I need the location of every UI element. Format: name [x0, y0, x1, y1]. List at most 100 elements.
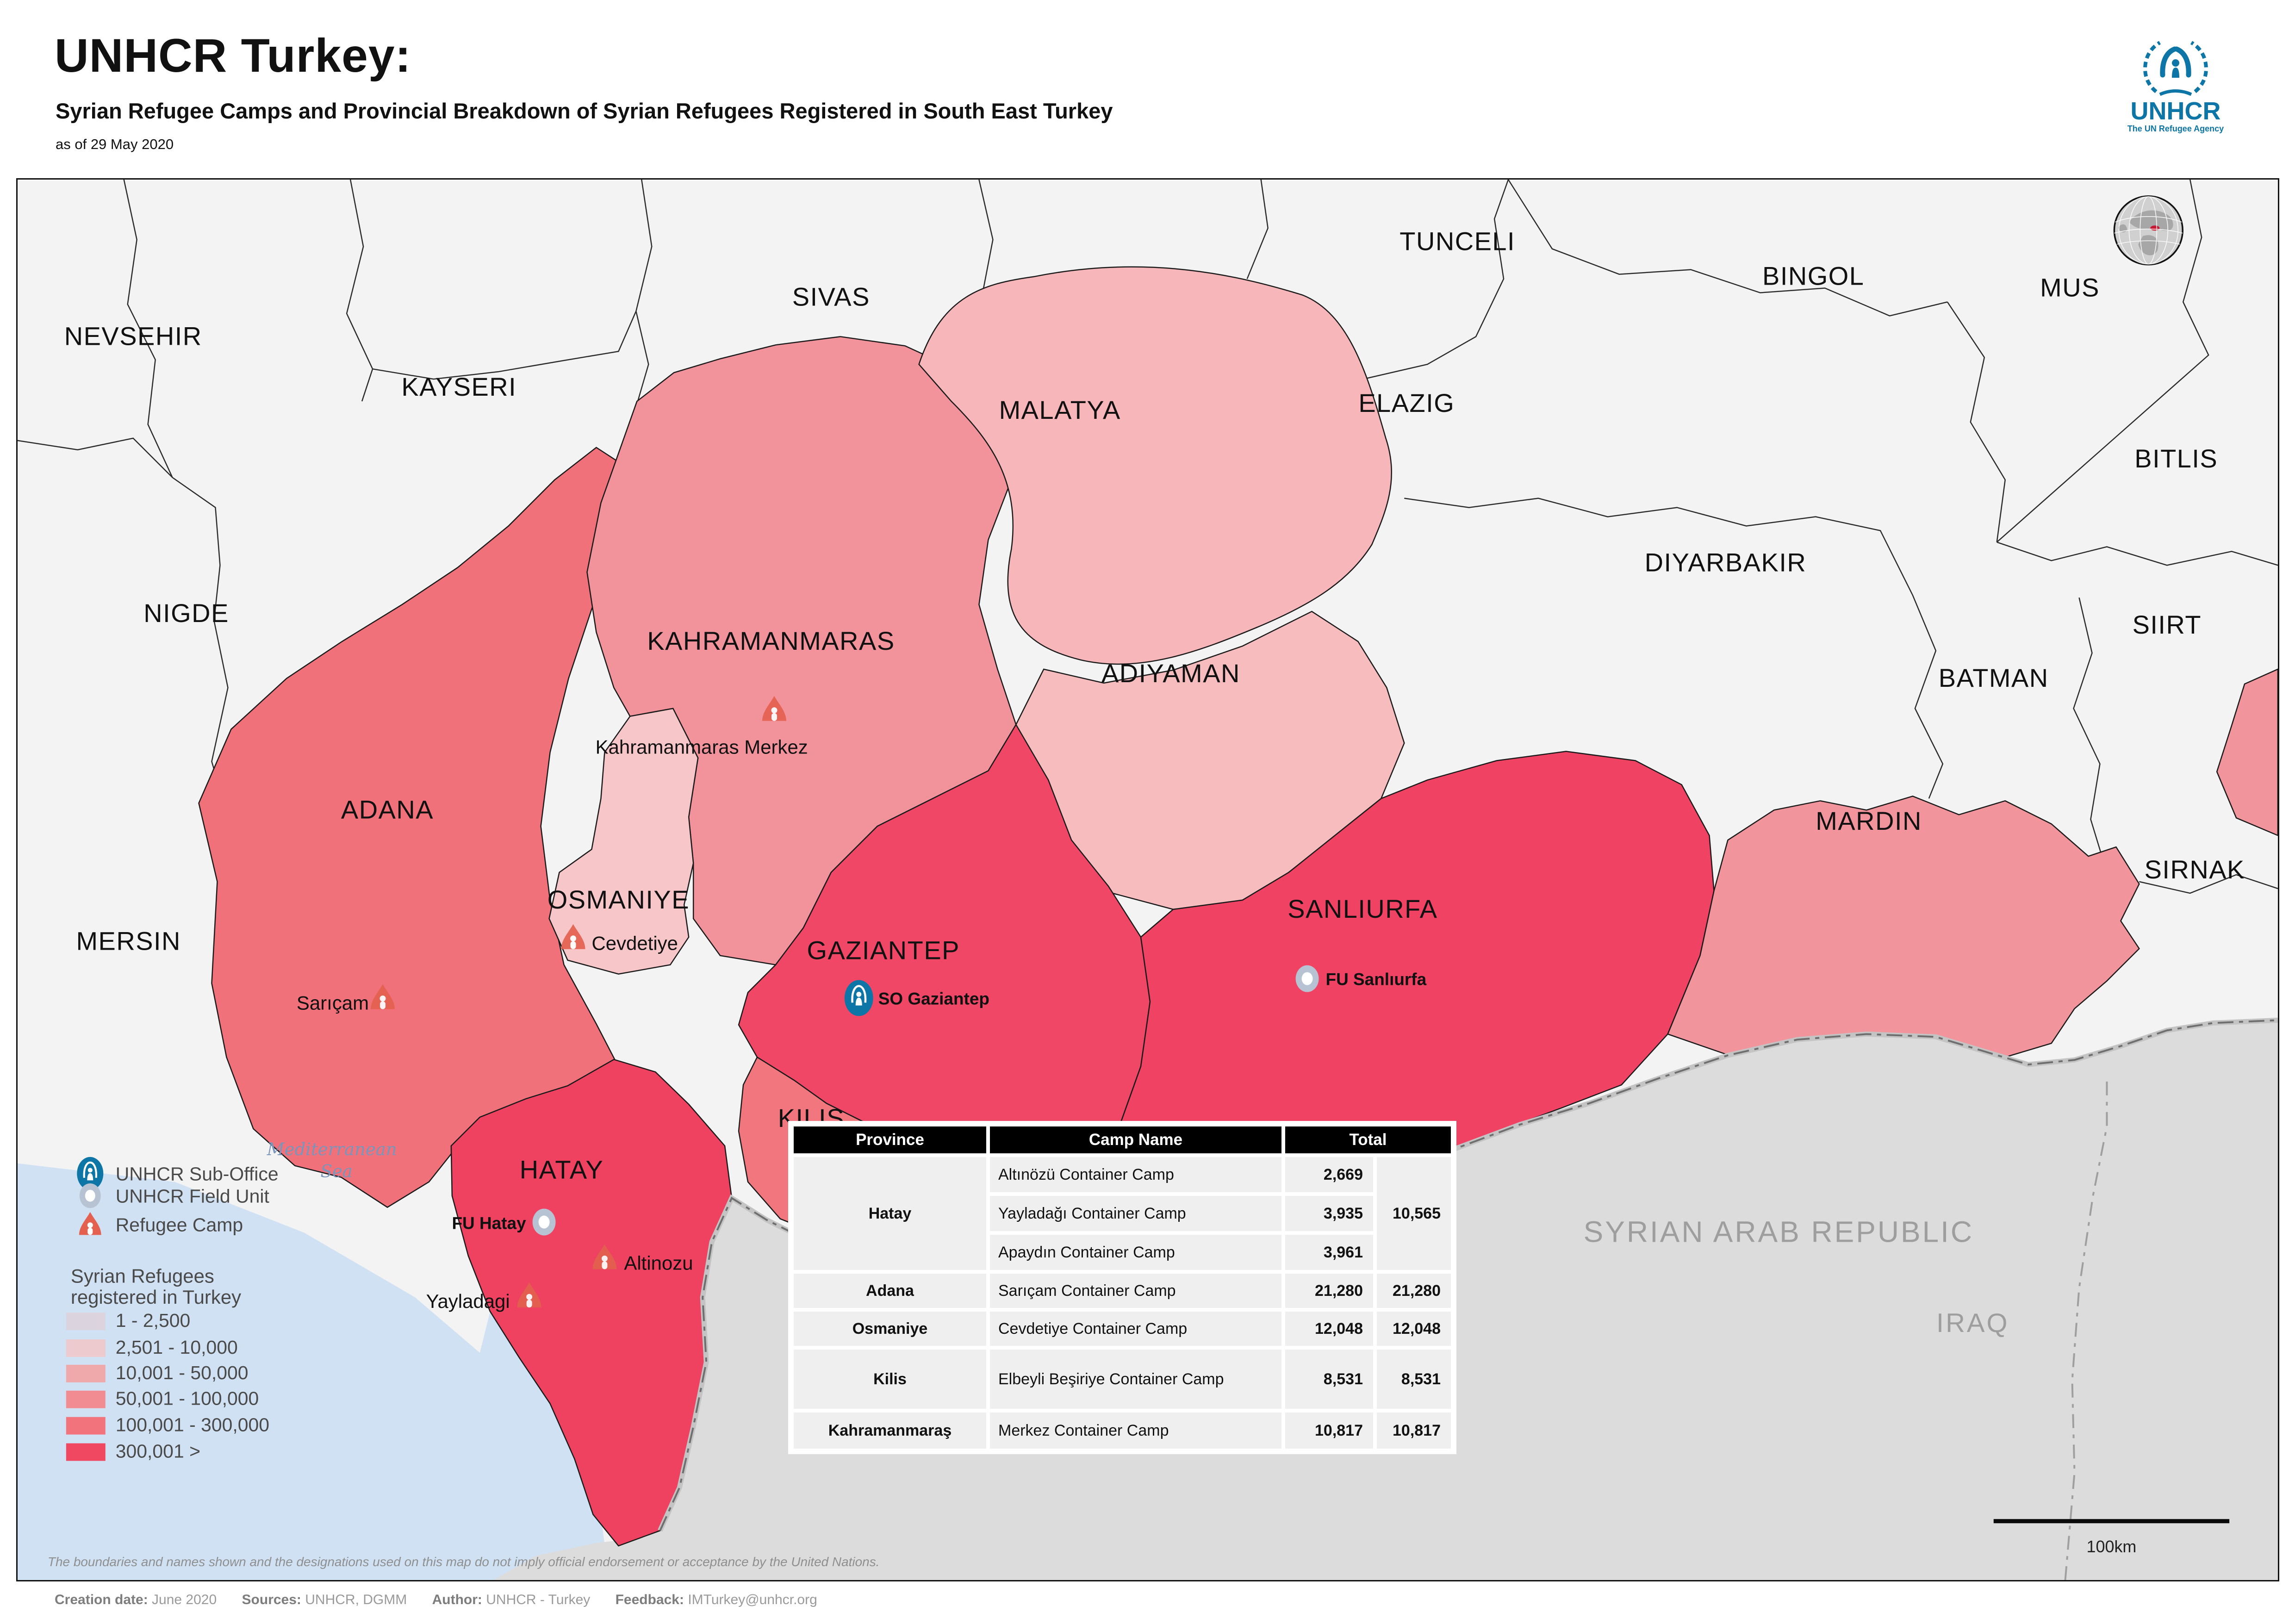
footer-sources-value: UNHCR, DGMM	[305, 1592, 407, 1607]
footer-feedback-label: Feedback:	[615, 1592, 684, 1607]
label-elazig: ELAZIG	[1358, 388, 1455, 417]
legend-field-unit-icon	[79, 1183, 101, 1208]
footer-author-value: UNHCR - Turkey	[486, 1592, 591, 1607]
date-note: as of 29 May 2020	[56, 136, 174, 152]
label-adana: ADANA	[341, 795, 434, 824]
province-shape-hatay	[450, 1058, 733, 1547]
label-syria: SYRIAN ARAB REPUBLIC	[1584, 1215, 1974, 1248]
footer-author-label: Author:	[432, 1592, 482, 1607]
province-shape-east-patch	[2216, 668, 2278, 836]
table-cell-total-adana: 21,280	[1377, 1274, 1451, 1308]
office-label-fu-sanliurfa: FU Sanlıurfa	[1326, 970, 1427, 989]
camp-label-cevdetiye: Cevdetiye	[591, 933, 678, 954]
table-cell-province-adana: Adana	[794, 1274, 986, 1308]
table-header-total: Total	[1285, 1126, 1451, 1153]
label-adiyaman: ADIYAMAN	[1101, 659, 1240, 688]
label-nigde: NIGDE	[143, 598, 229, 628]
legend-class3-label: 10,001 - 50,000	[116, 1362, 249, 1383]
legend-class6-label: 300,001 >	[116, 1441, 200, 1462]
footer: Creation date: June 2020 Sources: UNHCR,…	[55, 1592, 839, 1608]
legend-swatch-class3	[66, 1364, 106, 1382]
table-cell-value-cevdetiye: 12,048	[1285, 1312, 1373, 1346]
field-unit-icon-hatay	[532, 1208, 556, 1236]
table-cell-total-kahramanmaras: 10,817	[1377, 1412, 1451, 1449]
legend-swatch-class6	[66, 1443, 106, 1461]
legend-class4-label: 50,001 - 100,000	[116, 1388, 259, 1409]
table-cell-value-saricam: 21,280	[1285, 1274, 1373, 1308]
table-header-camp-name: Camp Name	[990, 1126, 1281, 1153]
page-subtitle: Syrian Refugee Camps and Provincial Brea…	[56, 99, 1113, 123]
province-shape-adana	[198, 447, 634, 1208]
legend-class1-label: 1 - 2,500	[116, 1310, 191, 1331]
office-markers: SO Gaziantep FU Sanlıurfa FU Hatay	[452, 965, 1427, 1236]
scale-label: 100km	[2086, 1537, 2136, 1556]
table-cell-camp-altinozu: Altınözü Container Camp	[990, 1157, 1281, 1192]
legend-swatch-class2	[66, 1339, 106, 1357]
table-cell-camp-apaydin: Apaydın Container Camp	[990, 1235, 1281, 1270]
legend-title-line1: Syrian Refugees	[71, 1265, 214, 1287]
camp-label-altinozu: Altinozu	[624, 1252, 693, 1274]
label-kahramanmaras: KAHRAMANMARAS	[647, 626, 895, 655]
label-bingol: BINGOL	[1762, 261, 1864, 291]
legend-title-line2: registered in Turkey	[71, 1286, 241, 1308]
globe-inset-icon	[2113, 195, 2184, 266]
page-title: UNHCR Turkey:	[55, 29, 411, 82]
label-mus: MUS	[2040, 273, 2100, 302]
label-diyarbakir: DIYARBAKIR	[1645, 548, 1807, 577]
scale-bar: 100km	[1993, 1519, 2230, 1556]
label-batman: BATMAN	[1939, 663, 2049, 692]
table-cell-total-hatay: 10,565	[1377, 1157, 1451, 1270]
legend-swatch-class1	[66, 1313, 106, 1331]
label-iraq: IRAQ	[1936, 1308, 2009, 1338]
table-cell-total-kilis: 8,531	[1377, 1350, 1451, 1409]
label-sivas: SIVAS	[792, 282, 870, 311]
province-shape-malatya	[918, 266, 1392, 665]
table-cell-value-altinozu: 2,669	[1285, 1157, 1373, 1192]
label-tunceli: TUNCELI	[1399, 227, 1515, 256]
label-gaziantep: GAZIANTEP	[807, 936, 959, 965]
table-cell-camp-cevdetiye: Cevdetiye Container Camp	[990, 1312, 1281, 1346]
label-osmaniye: OSMANIYE	[547, 885, 690, 914]
table-header-province: Province	[794, 1126, 986, 1153]
province-labels: NEVSEHIR KAYSERI SIVAS TUNCELI BINGOL MU…	[64, 227, 2245, 1184]
label-malatya: MALATYA	[999, 395, 1121, 424]
table-cell-camp-saricam: Sarıçam Container Camp	[990, 1274, 1281, 1308]
footer-feedback-email[interactable]: IMTurkey@unhcr.org	[688, 1592, 817, 1607]
logo-acronym: UNHCR	[2131, 97, 2221, 125]
province-borders-uncolored	[18, 180, 2278, 986]
label-mardin: MARDIN	[1816, 806, 1922, 835]
label-mediterranean-line1: Mediterranean	[267, 1139, 397, 1159]
legend-field-unit-label: UNHCR Field Unit	[116, 1186, 270, 1207]
office-label-fu-hatay: FU Hatay	[452, 1214, 526, 1233]
label-sirnak: SIRNAK	[2145, 855, 2245, 884]
map-disclaimer: The boundaries and names shown and the d…	[48, 1555, 880, 1569]
table-cell-province-kahramanmaras: Kahramanmaraş	[794, 1412, 986, 1449]
table-cell-value-apaydin: 3,961	[1285, 1235, 1373, 1270]
field-unit-icon-sanliurfa	[1295, 965, 1319, 992]
footer-sources-label: Sources:	[242, 1592, 301, 1607]
table-cell-province-kilis: Kilis	[794, 1350, 986, 1409]
map-legend: UNHCR Sub-Office UNHCR Field Unit Refuge…	[66, 1157, 279, 1462]
footer-creation-value: June 2020	[152, 1592, 217, 1607]
table-cell-camp-elbeyli: Elbeyli Beşiriye Container Camp	[990, 1350, 1281, 1409]
footer-creation-label: Creation date:	[55, 1592, 148, 1607]
table-cell-camp-merkez: Merkez Container Camp	[990, 1412, 1281, 1449]
province-shape-osmaniye	[548, 708, 699, 975]
label-nevsehir: NEVSEHIR	[64, 321, 202, 350]
label-bitlis: BITLIS	[2134, 444, 2218, 473]
label-mersin: MERSIN	[76, 927, 181, 956]
legend-sub-office-label: UNHCR Sub-Office	[116, 1164, 279, 1185]
unhcr-emblem-icon	[2143, 41, 2208, 96]
camp-label-kahramanmaras-merkez: Kahramanmaras Merkez	[596, 736, 808, 758]
label-mediterranean-line2: Sea	[321, 1162, 353, 1182]
office-label-so-gaziantep: SO Gaziantep	[878, 989, 989, 1008]
mediterranean-sea	[18, 1099, 633, 1580]
camp-label-yayladagi: Yayladagi	[426, 1290, 510, 1312]
label-hatay: HATAY	[520, 1155, 604, 1184]
camp-label-saricam: Sarıçam	[297, 992, 369, 1014]
label-sanliurfa: SANLIURFA	[1287, 894, 1437, 923]
camp-table: Province Camp Name Total Hatay Altınözü …	[788, 1121, 1456, 1454]
legend-class2-label: 2,501 - 10,000	[116, 1337, 238, 1358]
legend-swatch-class5	[66, 1417, 106, 1435]
logo-tagline: The UN Refugee Agency	[2127, 124, 2224, 133]
